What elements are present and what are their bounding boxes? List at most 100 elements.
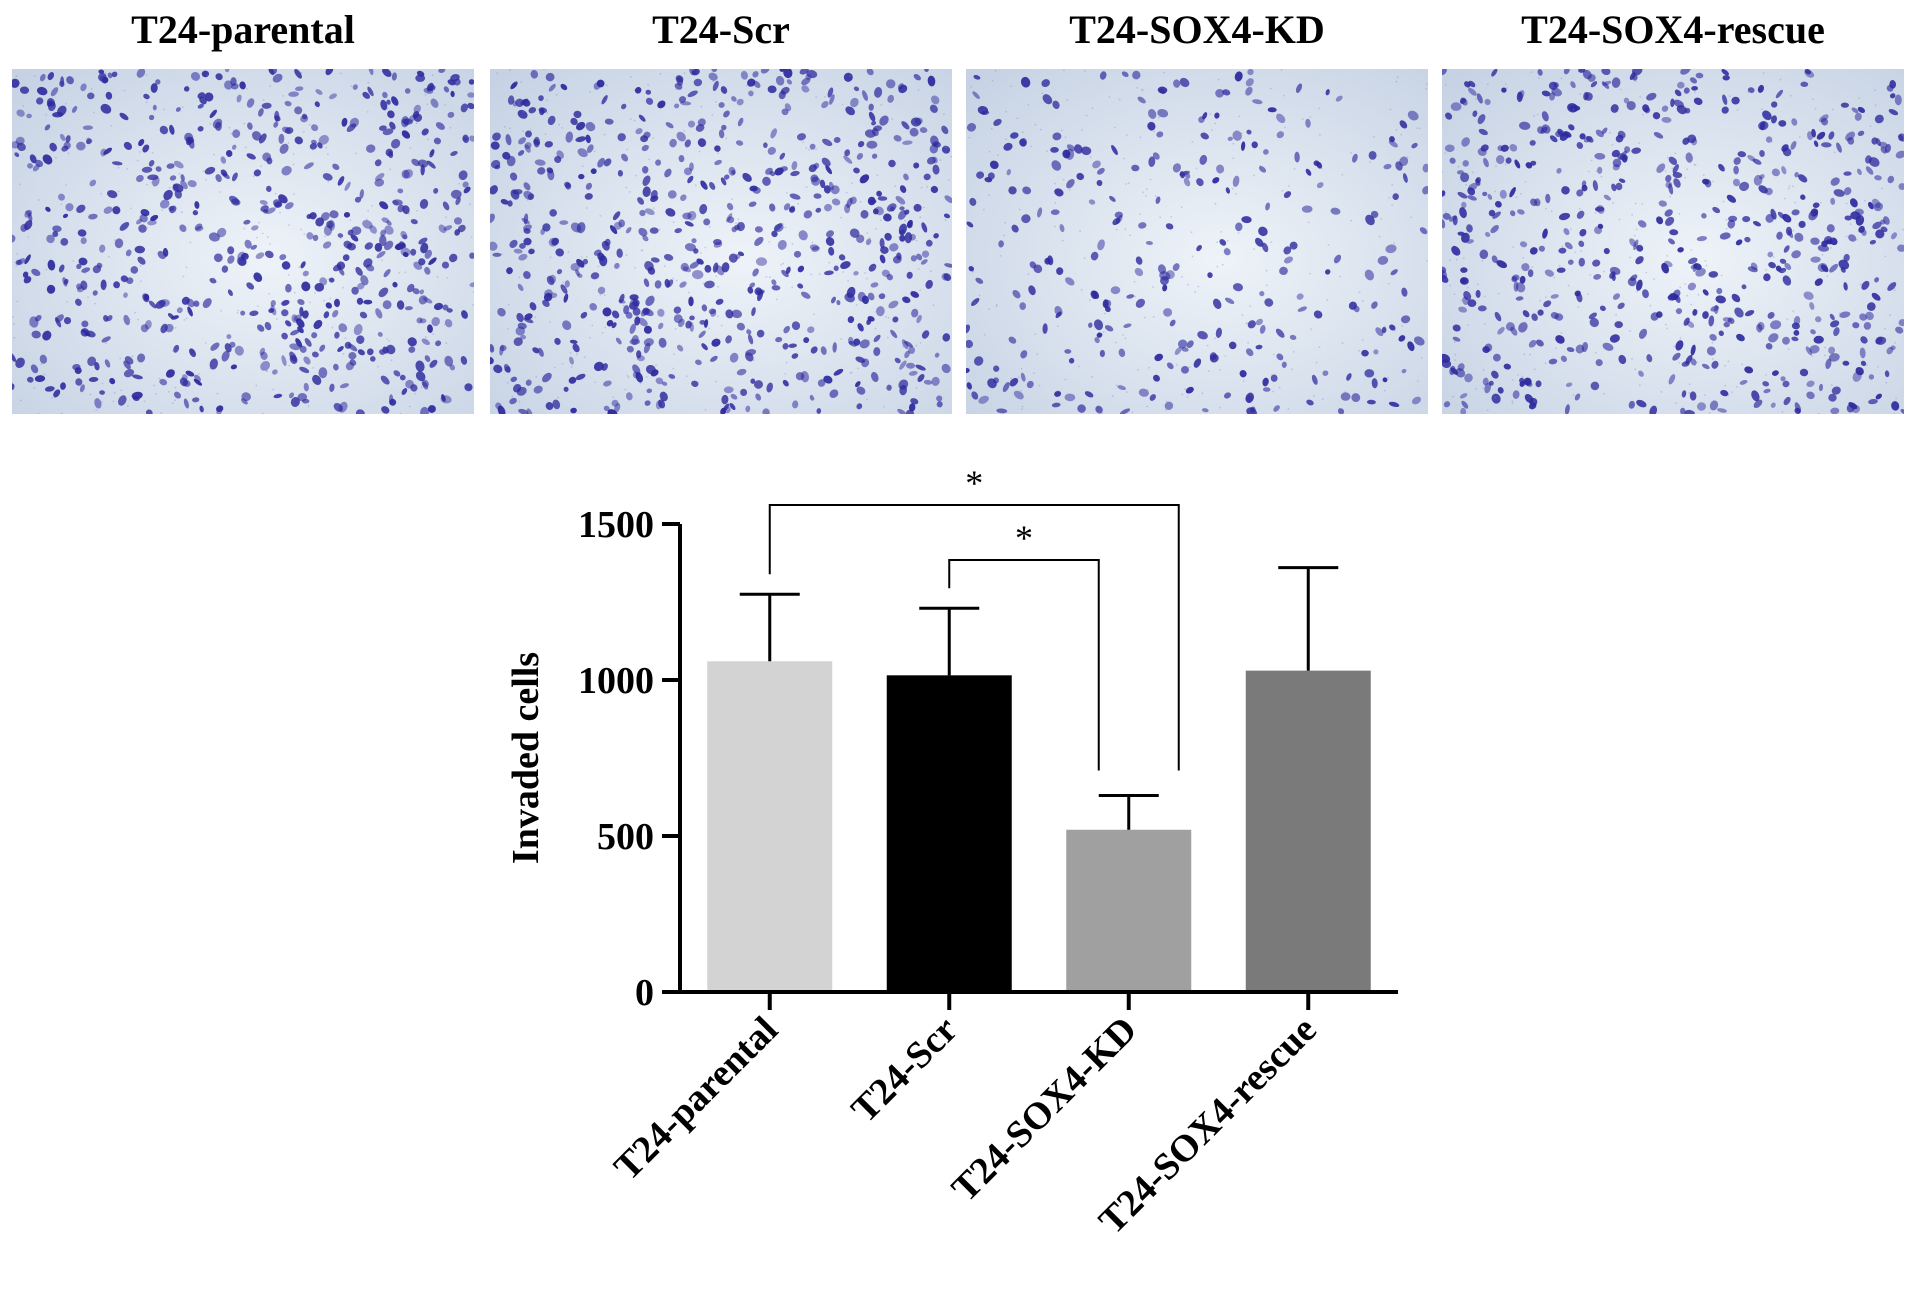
stained-cell xyxy=(1886,346,1894,355)
stained-cell xyxy=(63,278,69,285)
stained-cell xyxy=(328,277,335,283)
stained-cell xyxy=(87,356,97,367)
stained-cell xyxy=(272,199,282,207)
stained-cell xyxy=(1289,241,1298,250)
stained-cell xyxy=(493,364,503,374)
stained-cell xyxy=(413,104,421,114)
stained-cell xyxy=(424,266,431,275)
stained-cell xyxy=(676,344,684,352)
stained-cell xyxy=(1843,187,1852,196)
stained-cell xyxy=(1241,216,1252,224)
stained-cell xyxy=(322,173,333,181)
stained-cell xyxy=(111,71,118,78)
stained-cell xyxy=(1232,175,1240,187)
stained-cell xyxy=(523,228,531,234)
stained-cell xyxy=(1364,369,1375,378)
stained-cell xyxy=(666,279,674,288)
stained-cell xyxy=(1753,174,1763,186)
stained-cell xyxy=(674,228,682,234)
stained-cell xyxy=(930,95,940,105)
stained-cell xyxy=(684,243,697,252)
y-tick-label: 0 xyxy=(635,972,654,1014)
stained-cell xyxy=(920,259,928,265)
stained-cell xyxy=(740,388,748,396)
stained-cell xyxy=(1781,166,1787,175)
stained-cell xyxy=(767,85,777,94)
stained-cell xyxy=(742,172,752,182)
stained-cell xyxy=(100,103,112,114)
stained-cell xyxy=(386,220,392,226)
stained-cell xyxy=(420,242,429,254)
stained-cell xyxy=(1183,177,1191,187)
stained-cell xyxy=(792,400,799,409)
stained-cell xyxy=(1449,365,1456,376)
stained-cell xyxy=(757,290,764,302)
stained-cell xyxy=(619,293,625,304)
stained-cell xyxy=(1541,124,1551,134)
stained-cell xyxy=(929,104,938,113)
stained-cell xyxy=(731,226,737,233)
stained-cell xyxy=(1810,329,1816,335)
stained-cell xyxy=(1484,98,1491,106)
stained-cell xyxy=(441,261,450,269)
stained-cell xyxy=(780,86,790,95)
stained-cell xyxy=(1782,380,1790,388)
stained-cell xyxy=(973,74,981,80)
stained-cell xyxy=(227,246,235,255)
stained-cell xyxy=(1727,219,1736,229)
stained-cell xyxy=(244,239,252,249)
stained-cell xyxy=(909,127,919,137)
stained-cell xyxy=(402,251,409,258)
stained-cell xyxy=(46,284,56,294)
stained-cell xyxy=(752,71,759,78)
stained-cell xyxy=(1557,128,1565,137)
stained-cell xyxy=(15,136,25,146)
stained-cell xyxy=(554,155,562,164)
stained-cell xyxy=(221,265,229,273)
stained-cell xyxy=(1670,98,1675,108)
stained-cell xyxy=(1305,168,1312,176)
stained-cell xyxy=(1003,142,1013,151)
stained-cell xyxy=(868,103,874,111)
stained-cell xyxy=(1612,163,1620,171)
stained-cell xyxy=(1595,359,1603,367)
stained-cell xyxy=(972,91,980,99)
stained-cell xyxy=(101,336,111,343)
stained-cell xyxy=(490,356,494,365)
stained-cell xyxy=(944,263,952,268)
stained-cell xyxy=(791,353,799,359)
stained-cell xyxy=(513,248,523,254)
stained-cell xyxy=(1584,92,1593,101)
stained-cell xyxy=(1528,339,1537,348)
stained-cell xyxy=(833,368,844,376)
stained-cell xyxy=(769,171,776,177)
stained-cell xyxy=(52,225,62,233)
stained-cell xyxy=(637,197,645,205)
stained-cell xyxy=(636,350,642,359)
stained-cell xyxy=(932,156,938,164)
stained-cell xyxy=(300,261,306,269)
stained-cell xyxy=(532,347,540,354)
stained-cell xyxy=(107,190,118,199)
error-bar-4 xyxy=(1278,566,1339,671)
stained-cell xyxy=(668,373,676,379)
stained-cell xyxy=(392,199,403,206)
stained-cell xyxy=(1543,300,1552,308)
stained-cell xyxy=(462,134,470,144)
stained-cell xyxy=(1879,141,1888,149)
stained-cell xyxy=(517,109,528,119)
stained-cell xyxy=(910,255,918,262)
stained-cell xyxy=(1207,272,1213,278)
stained-cell xyxy=(1451,245,1461,256)
stained-cell xyxy=(499,344,504,356)
stained-cell xyxy=(879,115,889,126)
stained-cell xyxy=(1479,249,1489,260)
stained-cell xyxy=(169,175,177,181)
stained-cell xyxy=(642,307,650,316)
stained-cell xyxy=(1762,381,1770,387)
stained-cell xyxy=(774,167,784,176)
stained-cell xyxy=(46,98,56,107)
stained-cell xyxy=(1851,107,1859,114)
stained-cell xyxy=(239,81,246,90)
stained-cell xyxy=(1361,349,1369,357)
